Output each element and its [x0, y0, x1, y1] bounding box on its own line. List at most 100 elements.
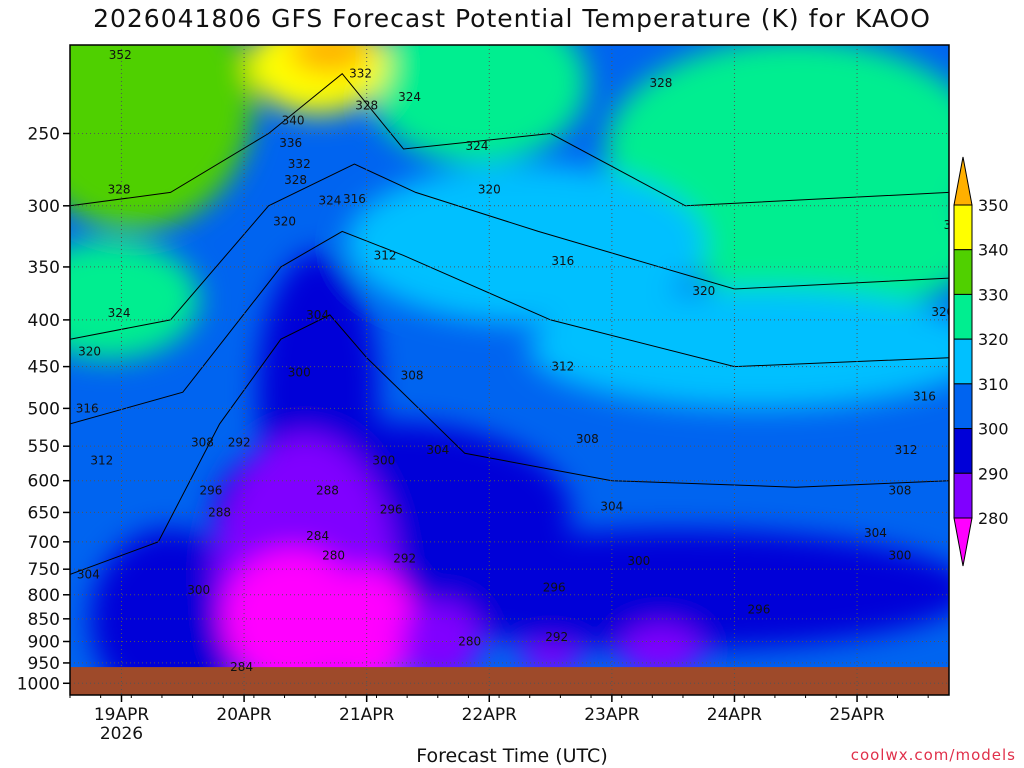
- contour-label: 308: [889, 483, 912, 497]
- contour-label: 292: [228, 436, 251, 450]
- field-region: [289, 45, 370, 73]
- colorbar-label: 290: [978, 464, 1009, 483]
- field-region: [400, 601, 481, 682]
- isentrope-line: [70, 230, 949, 425]
- colorbar-segment: [953, 249, 973, 295]
- isentrope-line: [70, 314, 949, 575]
- field-region: [70, 239, 200, 360]
- grid-lines: [70, 45, 949, 695]
- contour-label: 312: [895, 443, 918, 457]
- field-region: [316, 568, 417, 689]
- colorbar-label: 280: [978, 509, 1009, 528]
- field-region: [682, 173, 949, 314]
- colorbar-label: 340: [978, 241, 1009, 260]
- contour-label: 284: [306, 529, 329, 543]
- colorbar-top-arrow: [953, 156, 973, 206]
- contour-label: 300: [627, 554, 650, 568]
- y-tick-label: 350: [28, 258, 60, 278]
- y-tick-label: 300: [28, 197, 60, 217]
- x-tick-label: 22APR: [462, 705, 518, 725]
- field-region: [620, 625, 701, 676]
- contour-label: 288: [316, 483, 339, 497]
- contour-label: 304: [864, 526, 887, 540]
- contour-label: 316: [913, 389, 936, 403]
- contour-label: 316: [343, 192, 366, 206]
- y-tick-label: 750: [28, 560, 60, 580]
- contour-label: 308: [576, 432, 599, 446]
- contour-label: 300: [889, 549, 912, 563]
- colorbar-segment: [953, 383, 973, 430]
- field-region: [520, 643, 581, 674]
- contour-label: 320: [273, 214, 296, 228]
- colorbar-label: 330: [978, 285, 1009, 304]
- contour-label: 332: [349, 67, 372, 81]
- field-region: [70, 45, 254, 231]
- x-tick-label: 21APR: [339, 705, 395, 725]
- field-region: [529, 288, 949, 409]
- contour-label: 308: [401, 368, 424, 382]
- contour-label: 304: [426, 443, 449, 457]
- contour-label: 320: [931, 305, 954, 319]
- contour-label: 324: [318, 193, 341, 207]
- colorbar-label: 310: [978, 375, 1009, 394]
- contour-label: 352: [109, 48, 132, 62]
- contour-label: 320: [78, 344, 101, 358]
- contour-label: 304: [77, 567, 100, 581]
- contour-label: 324: [398, 90, 421, 104]
- contour-label: 312: [551, 360, 574, 374]
- y-tick-label: 800: [28, 586, 60, 606]
- contour-label: 300: [372, 453, 395, 467]
- colorbar-label: 350: [978, 196, 1009, 215]
- contour-label: 316: [76, 401, 99, 415]
- contour-label: 304: [306, 308, 329, 322]
- colorbar-label: 300: [978, 420, 1009, 439]
- contour-label: 292: [393, 551, 416, 565]
- ground-below-surface: [70, 667, 949, 695]
- y-tick-label: 600: [28, 472, 60, 492]
- credit-text: coolwx.com/models: [850, 746, 1016, 764]
- contour-label: 292: [545, 630, 568, 644]
- colorbar-segment: [953, 204, 973, 251]
- contour-label: 328: [355, 99, 378, 113]
- y-tick-label: 400: [28, 311, 60, 331]
- y-tick-label: 250: [28, 124, 60, 144]
- contour-label: 296: [380, 502, 403, 516]
- x-tick-label: 25APR: [829, 705, 885, 725]
- potential-temperature-field: [70, 45, 949, 695]
- isentrope-line: [70, 163, 949, 340]
- contour-label: 300: [288, 366, 311, 380]
- contour-label: 324: [944, 218, 967, 232]
- y-axis: 2503003504004505005506006507007508008509…: [17, 124, 70, 694]
- contour-label: 304: [600, 499, 623, 513]
- contour-label: 324: [466, 139, 489, 153]
- contour-label: 312: [90, 453, 113, 467]
- contour-label: 300: [187, 583, 210, 597]
- y-tick-label: 850: [28, 610, 60, 630]
- contour-label: 328: [284, 173, 307, 187]
- x-axis-title: Forecast Time (UTC): [416, 745, 608, 767]
- plot-frame: [69, 44, 950, 696]
- y-tick-label: 550: [28, 437, 60, 457]
- contour-label: 296: [200, 483, 223, 497]
- y-tick-label: 700: [28, 533, 60, 553]
- contour-label: 320: [692, 284, 715, 298]
- contour-label: 296: [543, 580, 566, 594]
- x-tick-year-label: 2026: [100, 724, 143, 744]
- contour-label: 324: [108, 306, 131, 320]
- contour-label: 340: [282, 114, 305, 128]
- field-region: [373, 529, 949, 650]
- contour-label: 288: [208, 505, 231, 519]
- colorbar-segment: [953, 293, 973, 340]
- contour-label: 320: [478, 183, 501, 197]
- x-tick-label: 23APR: [584, 705, 640, 725]
- y-tick-label: 900: [28, 632, 60, 652]
- x-tick-label: 20APR: [216, 705, 272, 725]
- contour-label: 336: [279, 136, 302, 150]
- x-tick-label: 19APR: [94, 705, 150, 725]
- contour-label: 332: [288, 157, 311, 171]
- contour-lines: [70, 72, 949, 575]
- colorbar-segment: [953, 428, 973, 474]
- y-tick-label: 650: [28, 503, 60, 523]
